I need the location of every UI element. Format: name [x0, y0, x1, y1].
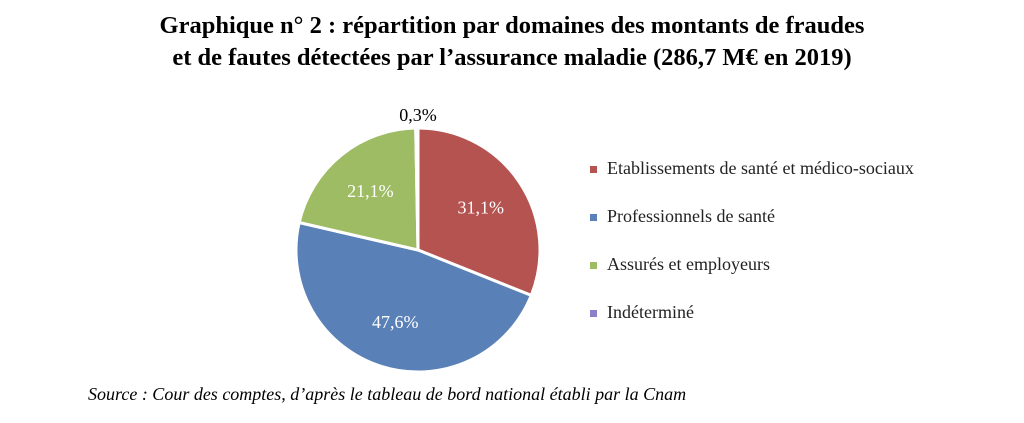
chart-title-line-1: Graphique n° 2 : répartition par domaine… [159, 12, 865, 39]
legend-swatch [590, 214, 597, 221]
legend-swatch [590, 166, 597, 173]
slice-value-label: 47,6% [372, 312, 419, 332]
slice-value-label: 31,1% [457, 198, 504, 218]
slice-value-label: 0,3% [399, 105, 437, 125]
pie-slice [414, 126, 420, 252]
legend-label: Etablissements de santé et médico-sociau… [607, 158, 914, 178]
pie-slice [297, 126, 420, 252]
slice-value-label: 21,1% [347, 181, 394, 201]
pie-slice [294, 220, 533, 374]
pie-value-labels: 31,1% 47,6% 21,1% 0,3% [347, 105, 504, 332]
legend-label: Professionnels de santé [607, 206, 775, 226]
legend-label: Assurés et employeurs [607, 254, 770, 274]
pie-slice [416, 126, 542, 297]
chart-title-line-2: et de fautes détectées par l’assurance m… [172, 44, 852, 71]
pie-slices [294, 126, 542, 374]
legend-swatch [590, 310, 597, 317]
legend-swatch [590, 262, 597, 269]
legend-label: Indéterminé [607, 302, 694, 322]
source-note: Source : Cour des comptes, d’après le ta… [88, 384, 687, 404]
chart-title: Graphique n° 2 : répartition par domaine… [0, 10, 1024, 74]
